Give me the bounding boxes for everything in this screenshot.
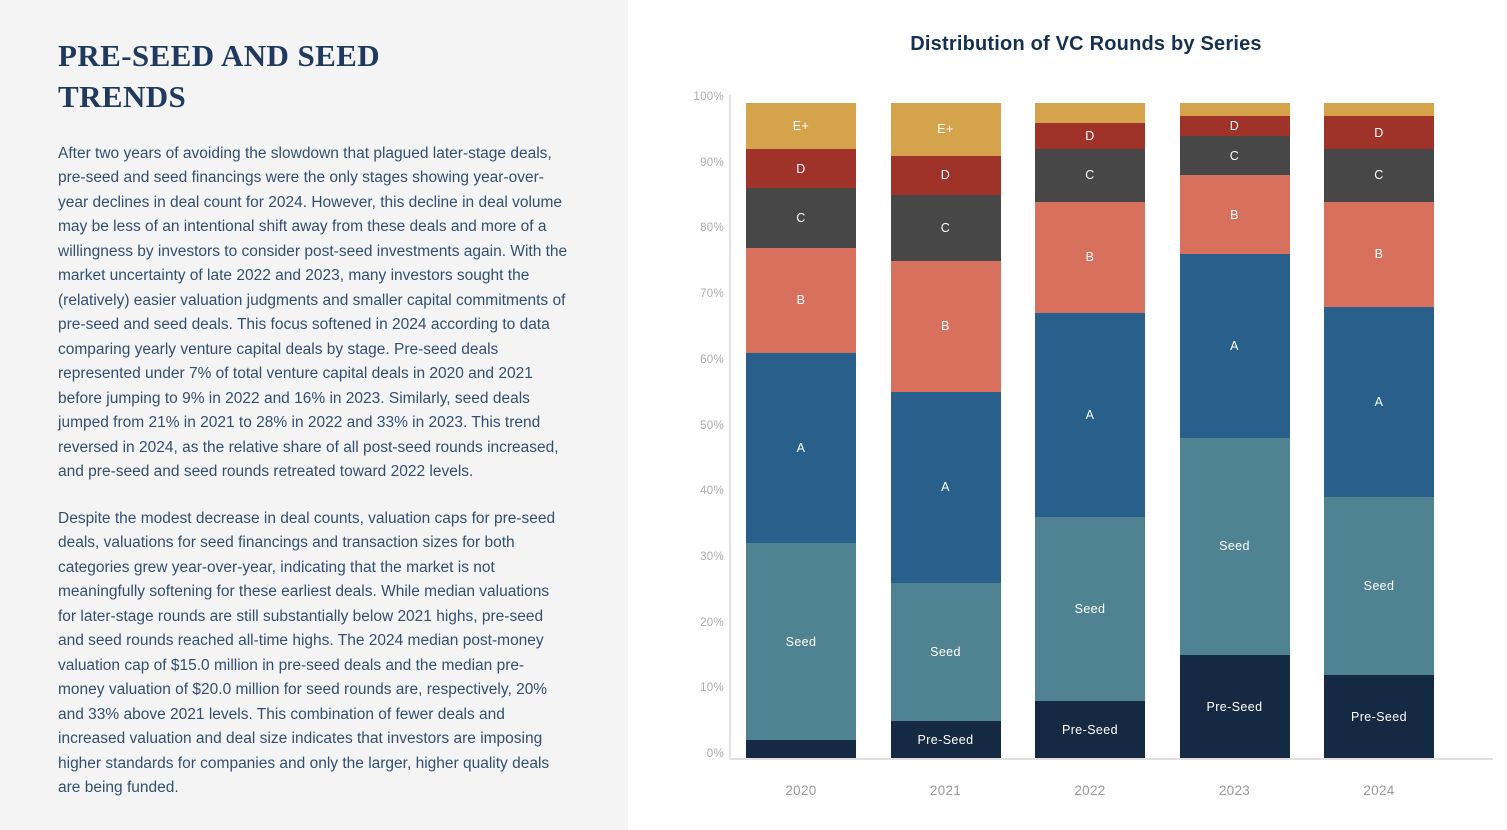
segment-label: Pre-Seed bbox=[917, 733, 974, 748]
segment-label: Seed bbox=[1074, 601, 1106, 616]
segment-2021-pre-seed: Pre-Seed bbox=[890, 720, 1001, 760]
y-tick-label: 30% bbox=[700, 550, 724, 563]
segment-2022-c: C bbox=[1035, 149, 1145, 202]
text-panel: PRE-SEED AND SEED TRENDS After two years… bbox=[0, 0, 628, 830]
segment-2021-c: C bbox=[890, 195, 1001, 261]
x-tick-label: 2022 bbox=[1074, 783, 1106, 798]
segment-label: B bbox=[1230, 207, 1239, 222]
segment-label: C bbox=[1085, 168, 1095, 183]
segment-label: A bbox=[1374, 394, 1384, 409]
y-axis-labels: 100% 90% 80% 70% 60% 50% 40% 30% 20% 10% 0% bbox=[628, 91, 724, 760]
segment-label: A bbox=[796, 440, 806, 455]
x-tick-label: 2020 bbox=[785, 783, 817, 798]
segment-2023-pre-seed: Pre-Seed bbox=[1179, 654, 1290, 760]
segment-label: D bbox=[796, 161, 806, 176]
segment-label: Pre-Seed bbox=[1350, 710, 1407, 725]
segment-2024-c: C bbox=[1324, 149, 1434, 202]
segment-2020-d: D bbox=[746, 149, 856, 189]
segment-2024-d: D bbox=[1324, 116, 1434, 149]
segment-2021-eplus: E+ bbox=[890, 103, 1001, 156]
y-tick-label: 20% bbox=[700, 616, 724, 629]
x-tick-label: 2024 bbox=[1363, 783, 1395, 798]
segment-label: Seed bbox=[1219, 539, 1250, 554]
segment-2023-b: B bbox=[1179, 175, 1290, 255]
segment-label: D bbox=[1229, 119, 1240, 133]
segment-2021-a: A bbox=[890, 392, 1001, 583]
segment-label: C bbox=[940, 220, 951, 235]
segment-2020-a: A bbox=[746, 352, 856, 544]
segment-label: D bbox=[1374, 125, 1384, 140]
segment-label: Seed bbox=[930, 644, 961, 659]
segment-label: Pre-Seed bbox=[1061, 723, 1118, 738]
segment-2021-seed: Seed bbox=[890, 582, 1001, 721]
segment-2020-b: B bbox=[746, 247, 856, 353]
segment-2022-seed: Seed bbox=[1035, 516, 1145, 701]
segment-2022-pre-seed: Pre-Seed bbox=[1035, 700, 1145, 760]
y-tick-label: 70% bbox=[700, 288, 724, 301]
y-tick-label: 80% bbox=[700, 222, 724, 235]
x-tick-label: 2023 bbox=[1218, 783, 1251, 798]
segment-2022-b: B bbox=[1035, 201, 1145, 314]
segment-label: E+ bbox=[937, 122, 954, 137]
segment-2020-seed: Seed bbox=[746, 543, 856, 741]
y-tick-label: 100% bbox=[693, 91, 724, 103]
segment-2024-pre-seed: Pre-Seed bbox=[1324, 674, 1434, 760]
segment-label: C bbox=[1229, 148, 1240, 163]
segment-2023-seed: Seed bbox=[1179, 438, 1290, 655]
segment-label: E+ bbox=[792, 119, 810, 133]
segment-2020-eplus: E+ bbox=[746, 103, 856, 149]
segment-2020-pre-seed bbox=[746, 740, 856, 760]
segment-label: Seed bbox=[785, 634, 817, 649]
y-tick-label: 40% bbox=[700, 485, 724, 498]
segment-2024-seed: Seed bbox=[1324, 497, 1434, 675]
segment-2020-c: C bbox=[746, 188, 856, 248]
chart-panel: Distribution of VC Rounds by Series 100%… bbox=[628, 0, 1507, 830]
bar-2022: Pre-Seed Seed A B C D bbox=[1035, 103, 1145, 760]
document-heading: PRE-SEED AND SEED TRENDS bbox=[58, 38, 381, 114]
segment-label: Pre-Seed bbox=[1206, 700, 1263, 715]
segment-label: D bbox=[940, 168, 951, 183]
bar-2023: Pre-Seed Seed A B C D bbox=[1179, 103, 1290, 760]
y-tick-label: 90% bbox=[700, 156, 724, 169]
segment-label: D bbox=[1085, 128, 1095, 143]
segment-label: A bbox=[1085, 408, 1095, 423]
bar-2024: Pre-Seed Seed A B C D bbox=[1324, 103, 1434, 760]
segment-2024-b: B bbox=[1324, 201, 1434, 307]
y-tick-label: 0% bbox=[706, 748, 724, 760]
segment-label: B bbox=[796, 293, 806, 308]
bar-2020: Seed A B C D E+ bbox=[746, 103, 856, 760]
plot-area: Seed A B C D E+ Pre-Seed Seed A B C D E+ Pre-Seed Seed… bbox=[729, 95, 1441, 760]
segment-label: C bbox=[796, 210, 806, 225]
segment-2023-c: C bbox=[1179, 135, 1290, 176]
segment-2024-eplus bbox=[1324, 103, 1434, 117]
x-axis-line bbox=[731, 758, 1493, 760]
segment-label: B bbox=[1374, 247, 1384, 262]
segment-label: A bbox=[941, 480, 950, 495]
segment-2023-d: D bbox=[1179, 116, 1290, 136]
x-tick-label: 2021 bbox=[929, 783, 962, 798]
paragraph-2: Despite the modest decrease in deal coun… bbox=[58, 509, 556, 797]
segment-2023-eplus bbox=[1179, 103, 1290, 117]
segment-label: B bbox=[1085, 250, 1095, 265]
segment-2022-d: D bbox=[1035, 122, 1145, 149]
paragraph-1: After two years of avoiding the slowdown… bbox=[58, 144, 568, 481]
x-axis-labels: 2020 2021 2022 2023 2024 bbox=[731, 775, 1441, 805]
segment-label: A bbox=[1230, 339, 1239, 354]
segment-2023-a: A bbox=[1179, 254, 1290, 439]
segment-2024-a: A bbox=[1324, 306, 1434, 498]
segment-2022-a: A bbox=[1035, 313, 1145, 517]
segment-label: B bbox=[941, 319, 950, 334]
bar-2021: Pre-Seed Seed A B C D E+ bbox=[890, 103, 1001, 760]
chart-title: Distribution of VC Rounds by Series bbox=[910, 33, 1262, 55]
y-tick-label: 10% bbox=[700, 682, 724, 695]
segment-label: C bbox=[1374, 168, 1384, 183]
segment-label: Seed bbox=[1363, 578, 1395, 593]
y-axis-line bbox=[729, 95, 731, 760]
y-tick-label: 50% bbox=[700, 419, 724, 432]
segment-2022-eplus bbox=[1035, 103, 1145, 123]
y-tick-label: 60% bbox=[700, 353, 724, 366]
segment-2021-d: D bbox=[890, 155, 1001, 195]
segment-2021-b: B bbox=[890, 260, 1001, 393]
